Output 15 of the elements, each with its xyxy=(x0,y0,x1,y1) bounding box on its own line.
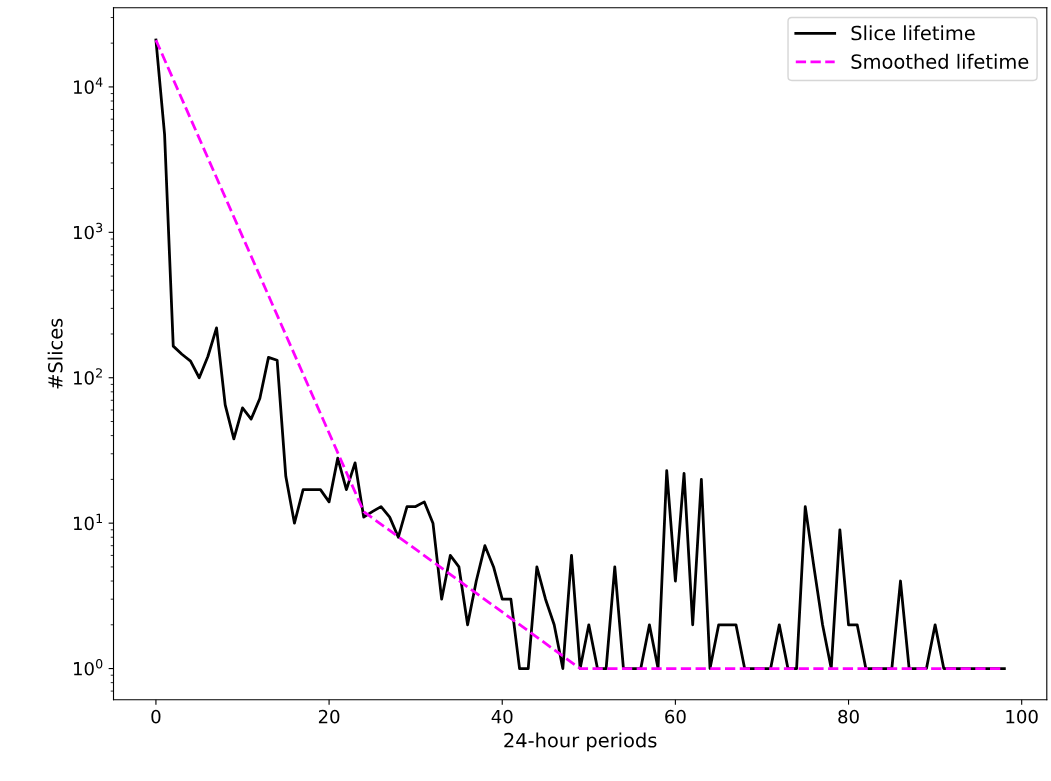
x-tick-label: 100 xyxy=(1006,709,1038,724)
y-tick-label: 10$^{4}$ xyxy=(73,77,103,94)
legend-label: Smoothed lifetime xyxy=(851,53,1029,69)
y-tick-label: 10$^{0}$ xyxy=(73,658,103,676)
x-tick-label: 60 xyxy=(665,709,686,724)
y-tick-label: 10$^{2}$ xyxy=(73,368,102,385)
legend-label: Slice lifetime xyxy=(851,25,975,41)
x-tick-label: 20 xyxy=(318,709,340,724)
x-tick-label: 0 xyxy=(151,709,161,724)
x-axis-title: 24-hour periods xyxy=(504,732,657,752)
x-tick-label: 40 xyxy=(491,709,513,724)
y-tick-label: 10$^{3}$ xyxy=(73,222,103,240)
y-tick-label: 10$^{1}$ xyxy=(73,513,103,531)
x-tick-label: 80 xyxy=(838,709,859,724)
y-axis-title: #Slices xyxy=(47,318,63,389)
